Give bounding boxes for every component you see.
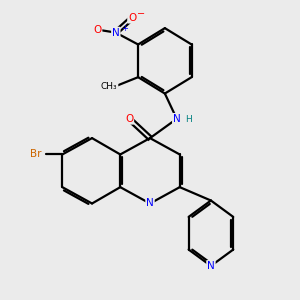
Text: O: O bbox=[125, 114, 133, 124]
Text: O: O bbox=[128, 13, 136, 23]
Text: +: + bbox=[121, 24, 128, 33]
Text: N: N bbox=[146, 199, 154, 208]
Text: H: H bbox=[185, 116, 192, 124]
Text: N: N bbox=[207, 261, 215, 271]
Text: Br: Br bbox=[30, 149, 41, 160]
Text: N: N bbox=[173, 114, 181, 124]
Text: N: N bbox=[112, 28, 120, 38]
Text: CH₃: CH₃ bbox=[101, 82, 118, 91]
Text: O: O bbox=[93, 25, 101, 34]
Text: −: − bbox=[137, 9, 145, 19]
